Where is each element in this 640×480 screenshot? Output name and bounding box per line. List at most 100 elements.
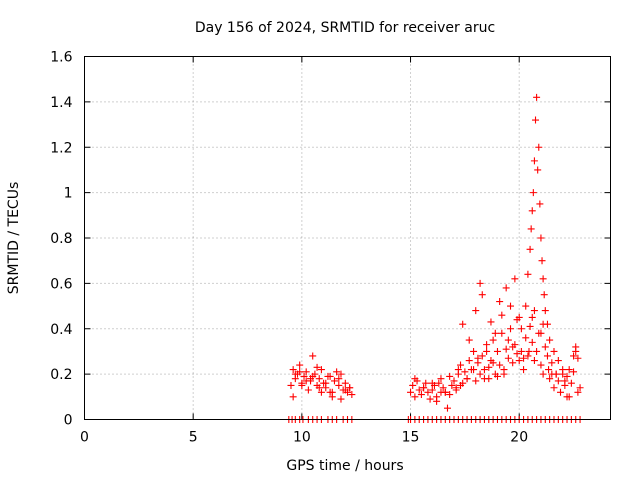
- data-point: [315, 375, 323, 383]
- data-point: [335, 375, 343, 383]
- data-point: [498, 329, 506, 337]
- data-point: [504, 354, 512, 362]
- data-point: [328, 388, 336, 396]
- axis-ticks: 0 0.2 0.4 0.6 0.8 1 1.2 1.4 1.6 0 5 10 15 20: [50, 50, 611, 446]
- data-point: [461, 368, 469, 376]
- data-point: [302, 368, 310, 376]
- data-point: [463, 375, 471, 383]
- data-point: [530, 307, 538, 315]
- data-point: [563, 393, 571, 401]
- data-point: [502, 284, 510, 292]
- data-point: [478, 291, 486, 299]
- data-point: [500, 370, 508, 378]
- y-axis-label: SRMTID / TECUs: [6, 182, 22, 295]
- data-point: [424, 388, 432, 396]
- data-point: [315, 384, 323, 392]
- data-point: [309, 352, 317, 360]
- data-point: [533, 347, 541, 355]
- data-point: [541, 307, 549, 315]
- data-point: [483, 341, 491, 349]
- data-point: [433, 397, 441, 405]
- data-point: [557, 388, 565, 396]
- data-point: [528, 313, 536, 321]
- data-point: [529, 189, 537, 197]
- data-points: [285, 93, 584, 423]
- data-point: [540, 291, 548, 299]
- data-point: [422, 379, 430, 387]
- data-point: [534, 166, 542, 174]
- data-point: [507, 325, 515, 333]
- data-point: [513, 316, 521, 324]
- data-point: [570, 352, 578, 360]
- x-tick-label: 0: [80, 430, 89, 446]
- data-point: [561, 377, 569, 385]
- data-point: [341, 386, 349, 394]
- x-tick-label: 10: [293, 430, 311, 446]
- data-point: [517, 325, 525, 333]
- data-point: [565, 366, 573, 374]
- data-point: [570, 368, 578, 376]
- data-point: [337, 395, 345, 403]
- data-point: [528, 338, 536, 346]
- data-point: [539, 370, 547, 378]
- data-point: [322, 379, 330, 387]
- data-point: [465, 357, 473, 365]
- chart-title: Day 156 of 2024, SRMTID for receiver aru…: [195, 20, 495, 36]
- data-point: [478, 352, 486, 360]
- data-point: [304, 386, 312, 394]
- data-point: [574, 388, 582, 396]
- data-point: [289, 393, 297, 401]
- data-point: [509, 359, 517, 367]
- data-point: [493, 347, 501, 355]
- data-point: [526, 322, 534, 330]
- data-point: [485, 363, 493, 371]
- data-point: [550, 384, 558, 392]
- data-point: [517, 347, 525, 355]
- data-point: [504, 336, 512, 344]
- x-tick-label: 20: [510, 430, 528, 446]
- data-point: [317, 388, 325, 396]
- data-point: [563, 372, 571, 380]
- y-tick-label: 0.8: [50, 231, 72, 247]
- data-point: [346, 384, 354, 392]
- data-point: [530, 357, 538, 365]
- data-point: [489, 359, 497, 367]
- data-point: [520, 354, 528, 362]
- data-point: [507, 302, 515, 310]
- data-point: [470, 366, 478, 374]
- data-point: [341, 379, 349, 387]
- data-point: [524, 270, 532, 278]
- data-point: [417, 391, 425, 399]
- data-point: [450, 377, 458, 385]
- data-point: [411, 393, 419, 401]
- data-point: [576, 384, 584, 392]
- data-point: [291, 370, 299, 378]
- data-point: [539, 275, 547, 283]
- data-point: [307, 375, 315, 383]
- y-tick-label: 1.6: [50, 50, 72, 66]
- data-point: [426, 395, 434, 403]
- data-point: [524, 352, 532, 360]
- data-point: [296, 361, 304, 369]
- data-point: [536, 200, 544, 208]
- data-point: [415, 386, 423, 394]
- data-point: [317, 366, 325, 374]
- data-point: [452, 384, 460, 392]
- data-point: [537, 361, 545, 369]
- data-point: [313, 363, 321, 371]
- data-point: [511, 275, 519, 283]
- data-point: [539, 320, 547, 328]
- data-point: [493, 372, 501, 380]
- data-point: [491, 329, 499, 337]
- data-point: [522, 302, 530, 310]
- data-point: [448, 381, 456, 389]
- data-point: [502, 345, 510, 353]
- data-point: [330, 377, 338, 385]
- data-point: [407, 388, 415, 396]
- data-point: [483, 347, 491, 355]
- data-point: [489, 336, 497, 344]
- data-point: [480, 375, 488, 383]
- data-point: [437, 375, 445, 383]
- data-point: [409, 381, 417, 389]
- data-point: [559, 370, 567, 378]
